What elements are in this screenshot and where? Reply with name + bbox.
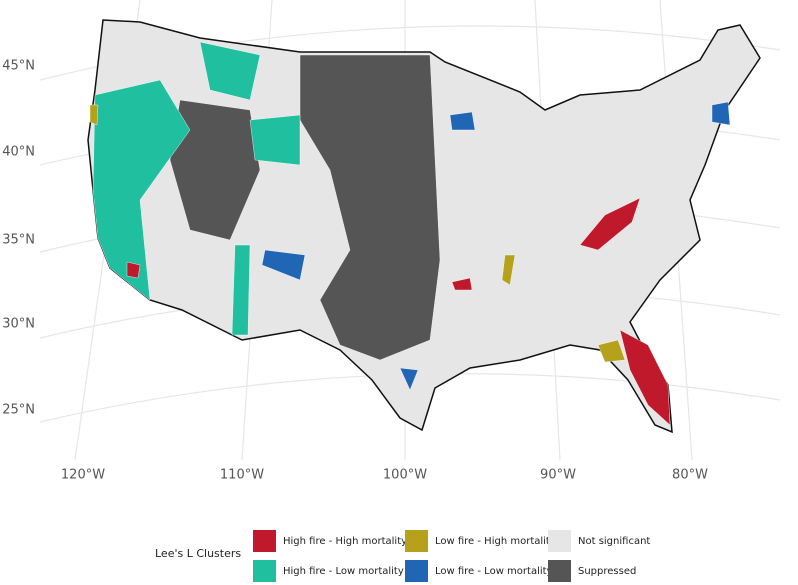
legend-label: High fire - Low mortality xyxy=(283,566,404,577)
cluster-patch xyxy=(579,197,641,251)
lon-label: 90°W xyxy=(540,468,576,483)
cluster-patch xyxy=(449,111,476,131)
lon-label: 80°W xyxy=(672,468,708,483)
lon-label: 120°W xyxy=(61,468,105,483)
cluster-patch xyxy=(501,254,516,286)
cluster-patch xyxy=(169,99,261,241)
legend: Lee's L Clusters High fire - High mortal… xyxy=(155,530,650,582)
cluster-patch xyxy=(231,244,251,336)
legend-label: Low fire - High mortality xyxy=(435,536,556,547)
cluster-patch xyxy=(619,329,671,426)
lon-label: 110°W xyxy=(220,468,264,483)
legend-title: Lee's L Clusters xyxy=(155,547,241,560)
cluster-patch xyxy=(126,261,141,279)
legend-label: Suppressed xyxy=(578,566,636,577)
legend-swatch xyxy=(253,530,276,552)
cluster-patch xyxy=(299,54,441,361)
legend-swatch xyxy=(253,560,276,582)
cluster-patch xyxy=(597,339,626,363)
cluster-patch xyxy=(399,367,419,391)
axis-labels: 45°N 40°N 35°N 30°N 25°N 120°W 110°W 100°W 90°W 8… xyxy=(2,59,708,483)
legend-swatch xyxy=(548,560,571,582)
cluster-patch xyxy=(451,277,473,291)
cluster-patch xyxy=(92,79,191,301)
lat-label: 25°N xyxy=(2,403,35,418)
cluster-patch xyxy=(199,41,261,101)
cluster-patch xyxy=(711,101,731,126)
cluster-patch xyxy=(89,104,99,126)
legend-label: High fire - High mortality xyxy=(283,536,407,547)
legend-swatch xyxy=(405,530,428,552)
legend-swatch xyxy=(548,530,571,552)
lon-label: 100°W xyxy=(383,468,427,483)
cluster-patch xyxy=(249,114,301,166)
lat-label: 30°N xyxy=(2,317,35,332)
cluster-patches xyxy=(89,41,731,426)
legend-swatch xyxy=(405,560,428,582)
legend-label: Low fire - Low mortality xyxy=(435,566,553,577)
legend-label: Not significant xyxy=(578,536,650,547)
lat-label: 45°N xyxy=(2,59,35,74)
lat-label: 40°N xyxy=(2,145,35,160)
cluster-patch xyxy=(261,249,306,281)
lat-label: 35°N xyxy=(2,233,35,248)
